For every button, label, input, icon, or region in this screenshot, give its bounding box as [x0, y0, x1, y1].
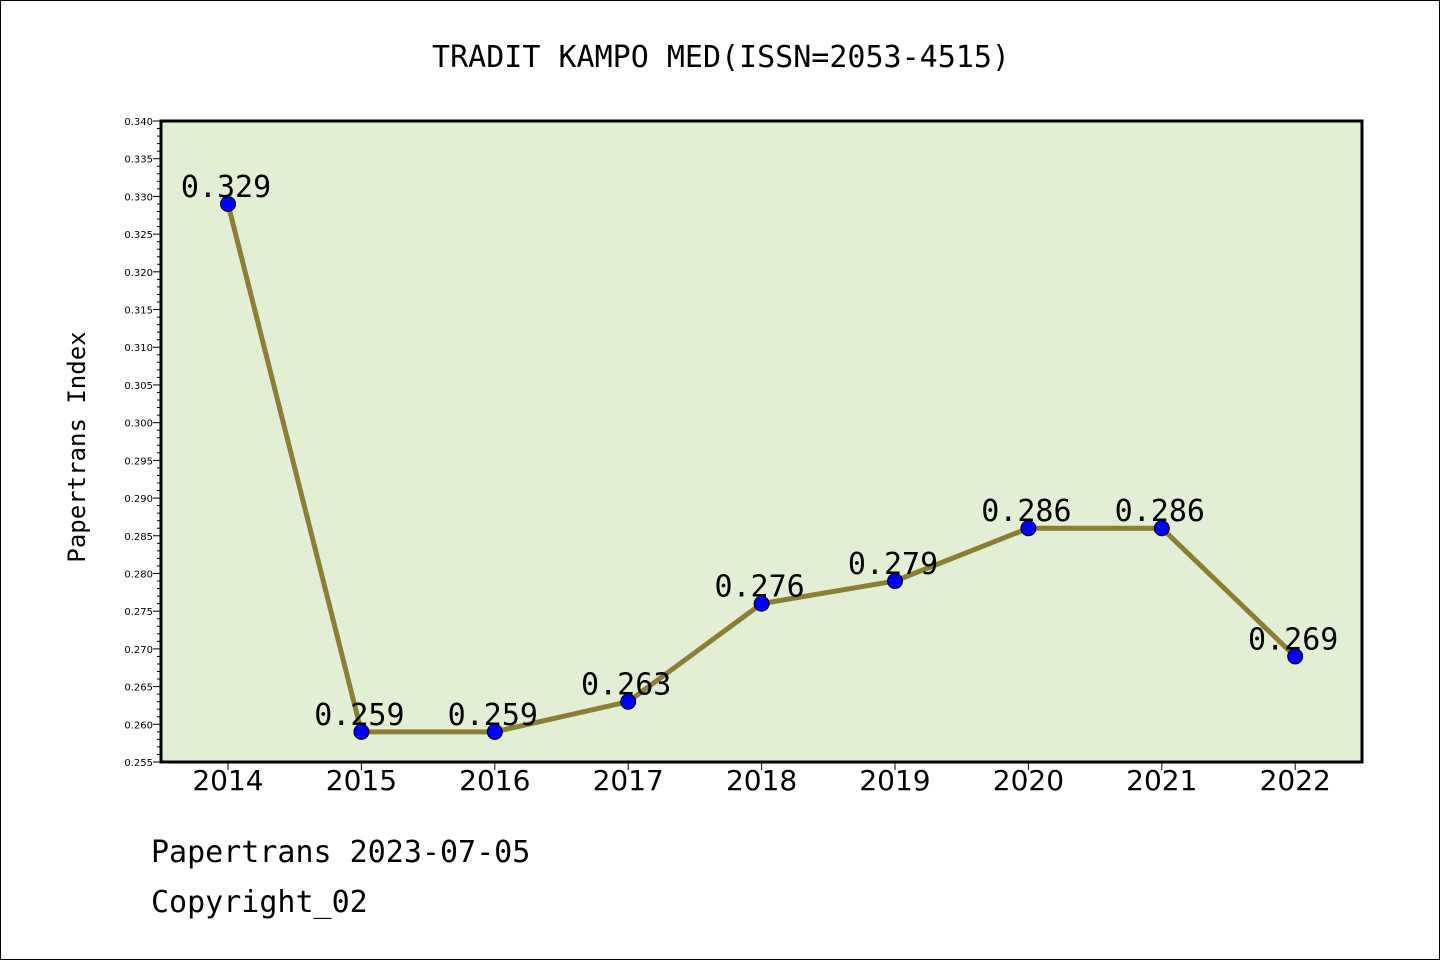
data-point	[220, 195, 236, 212]
y-tick-label: 0.285	[124, 532, 153, 543]
x-tick-label: 2017	[593, 764, 664, 797]
series-papertrans-index	[220, 195, 1304, 740]
plot-border	[159, 119, 1364, 764]
x-tick-label: 2018	[726, 764, 797, 797]
y-tick-label: 0.315	[124, 306, 153, 317]
y-axis: 0.255 0.260 0.265 0.270 0.275 0.280 0.285 0.290…	[124, 117, 161, 769]
y-tick-label: 0.270	[124, 645, 153, 656]
y-tick-label: 0.295	[124, 456, 153, 467]
y-tick-label: 0.300	[124, 419, 153, 430]
data-point	[620, 693, 637, 710]
y-tick-label: 0.340	[124, 117, 153, 128]
y-tick-label: 0.305	[124, 381, 153, 392]
data-label: 0.286	[981, 494, 1071, 529]
y-tick-label: 0.280	[124, 569, 153, 580]
x-tick-label: 2016	[459, 764, 530, 797]
data-point	[887, 573, 903, 590]
data-point	[1153, 520, 1170, 537]
data-point	[1287, 648, 1304, 665]
data-point	[486, 723, 503, 740]
data-point	[1020, 520, 1037, 537]
data-label: 0.269	[1248, 622, 1338, 657]
data-label: 0.259	[448, 698, 538, 733]
y-tick-label: 0.320	[124, 268, 153, 279]
x-axis: 2014 2015 2016 2017 2018 2019 2020 2021 2022	[192, 762, 1331, 797]
data-label: 0.276	[714, 570, 804, 605]
y-tick-label: 0.265	[124, 683, 153, 694]
y-tick-label: 0.255	[124, 758, 153, 769]
footer-copyright: Copyright_02	[151, 885, 368, 920]
x-tick-label: 2022	[1260, 764, 1331, 797]
y-tick-label: 0.310	[124, 343, 153, 354]
y-tick-label: 0.330	[124, 192, 153, 203]
y-tick-label: 0.290	[124, 494, 153, 505]
chart-title: TRADIT KAMPO MED(ISSN=2053-4515)	[432, 40, 1010, 75]
data-label: 0.279	[848, 547, 938, 582]
data-label: 0.263	[581, 668, 671, 703]
y-tick-label: 0.275	[124, 607, 153, 618]
data-labels: 0.329 0.259 0.259 0.263 0.276 0.279 0.286 0.286…	[181, 170, 1339, 733]
x-tick-label: 2015	[326, 764, 397, 797]
data-label: 0.286	[1115, 494, 1205, 529]
y-tick-label: 0.335	[124, 155, 153, 166]
x-tick-label: 2020	[993, 764, 1064, 797]
data-label: 0.259	[314, 698, 404, 733]
data-point	[753, 595, 770, 612]
x-tick-label: 2014	[192, 764, 263, 797]
data-label: 0.329	[181, 170, 271, 205]
footer-date: Papertrans 2023-07-05	[151, 835, 531, 870]
x-tick-label: 2019	[859, 764, 930, 797]
data-point	[353, 723, 370, 740]
y-tick-label: 0.325	[124, 230, 153, 241]
x-tick-label: 2021	[1126, 764, 1197, 797]
y-tick-label: 0.260	[124, 720, 153, 731]
plot-area	[161, 121, 1362, 762]
y-axis-label: Papertrans Index	[63, 331, 91, 562]
